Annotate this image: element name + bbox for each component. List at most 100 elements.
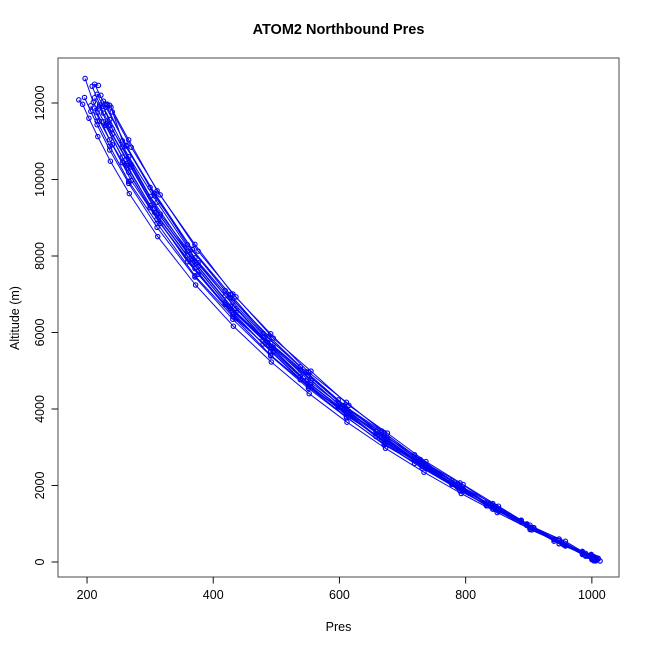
data-point-marker — [154, 224, 160, 231]
data-point-marker — [94, 109, 100, 116]
data-point-marker — [297, 367, 304, 373]
data-point-marker — [106, 137, 113, 143]
x-tick-label: 1000 — [578, 588, 606, 602]
data-point-marker — [126, 190, 133, 197]
data-point-marker — [260, 334, 266, 340]
data-point-marker — [343, 411, 350, 417]
profile-line — [121, 162, 593, 561]
data-point-marker — [233, 316, 239, 322]
data-point-marker — [233, 294, 239, 300]
data-point-marker — [343, 414, 350, 421]
data-point-marker — [103, 104, 109, 111]
data-point-marker — [266, 333, 272, 339]
data-point-marker — [109, 131, 116, 137]
profile-line — [111, 111, 599, 559]
data-point-marker — [107, 158, 114, 164]
data-point-marker — [381, 441, 388, 447]
data-point-marker — [591, 554, 597, 560]
data-point-marker — [558, 539, 565, 546]
data-point-marker — [154, 233, 161, 240]
profile-line — [103, 100, 593, 559]
profile-line — [84, 78, 596, 558]
data-point-marker — [378, 428, 385, 434]
data-point-marker — [417, 456, 423, 463]
x-axis-label: Pres — [325, 620, 352, 634]
data-point-marker — [582, 550, 589, 557]
data-point-marker — [157, 220, 163, 227]
data-point-marker — [457, 487, 463, 493]
x-tick-label: 400 — [203, 588, 224, 602]
profile-line — [90, 105, 594, 558]
x-tick-label: 600 — [329, 588, 350, 602]
profile-line — [94, 97, 597, 561]
x-tick-label: 800 — [455, 588, 476, 602]
data-point-marker — [267, 353, 274, 359]
data-point-marker — [230, 323, 237, 329]
data-point-marker — [308, 368, 314, 374]
y-tick-label: 2000 — [33, 472, 47, 500]
profile-line — [91, 86, 593, 560]
data-point-marker — [419, 465, 425, 471]
data-point-marker — [125, 169, 132, 176]
data-point-marker — [305, 385, 312, 392]
data-point-marker — [154, 188, 160, 194]
data-point-marker — [192, 241, 198, 248]
plot-box — [57, 57, 620, 578]
data-point-marker — [81, 94, 88, 101]
data-point-marker — [95, 133, 101, 140]
data-point-marker — [88, 108, 94, 115]
data-point-marker — [147, 193, 153, 200]
data-point-marker — [267, 340, 274, 347]
data-point-marker — [100, 110, 107, 116]
data-point-marker — [527, 524, 533, 530]
profile-line — [102, 121, 593, 558]
x-tick-label: 200 — [77, 588, 98, 602]
data-point-marker — [119, 144, 126, 150]
data-point-marker — [106, 147, 113, 153]
chart-title: ATOM2 Northbound Pres — [252, 22, 425, 38]
data-point-marker — [308, 379, 314, 386]
data-point-marker — [270, 344, 276, 350]
data-point-marker — [189, 246, 196, 253]
profile-line — [78, 99, 598, 561]
data-point-marker — [493, 507, 499, 513]
data-point-marker — [227, 294, 234, 301]
data-point-marker — [125, 137, 132, 143]
profile-line — [105, 104, 596, 562]
data-point-marker — [100, 98, 107, 104]
data-point-marker — [184, 248, 191, 255]
data-point-marker — [79, 101, 86, 108]
data-point-marker — [222, 293, 228, 299]
y-tick-label: 12000 — [33, 86, 47, 121]
profile-line — [105, 123, 596, 562]
data-point-marker — [373, 428, 379, 435]
data-point-marker — [154, 216, 160, 222]
data-point-marker — [86, 115, 92, 122]
data-point-marker — [411, 457, 418, 463]
y-tick-label: 8000 — [33, 242, 47, 270]
data-point-marker — [230, 291, 236, 297]
data-point-marker — [449, 478, 455, 484]
profile-line — [96, 112, 595, 562]
data-point-marker — [227, 303, 234, 310]
data-point-marker — [157, 192, 163, 198]
data-point-marker — [267, 348, 274, 354]
data-point-marker — [157, 213, 163, 219]
data-point-marker — [109, 142, 116, 148]
profile-line — [84, 97, 595, 558]
data-point-marker — [82, 75, 88, 82]
profile-line — [99, 104, 601, 562]
data-point-marker — [303, 369, 309, 375]
profile-line — [109, 105, 594, 559]
data-point-marker — [89, 83, 95, 90]
data-point-marker — [95, 82, 102, 89]
data-point-marker — [335, 401, 341, 407]
y-tick-label: 10000 — [33, 162, 47, 197]
data-point-marker — [125, 180, 132, 187]
data-point-marker — [76, 97, 82, 103]
data-point-marker — [94, 122, 100, 128]
y-tick-label: 0 — [33, 558, 47, 565]
data-point-marker — [306, 390, 312, 397]
